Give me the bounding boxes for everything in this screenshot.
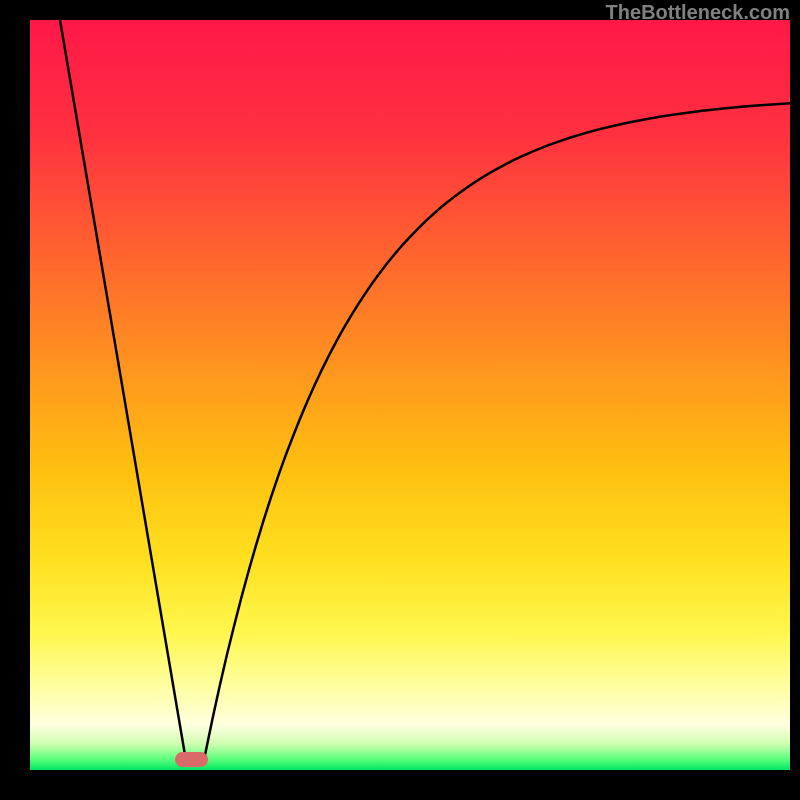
curve-path bbox=[60, 20, 790, 765]
watermark-text: TheBottleneck.com bbox=[606, 2, 790, 25]
optimal-marker bbox=[175, 752, 208, 767]
chart-container: TheBottleneck.com bbox=[0, 0, 800, 800]
plot-area bbox=[30, 20, 790, 770]
bottleneck-curve bbox=[30, 20, 790, 770]
